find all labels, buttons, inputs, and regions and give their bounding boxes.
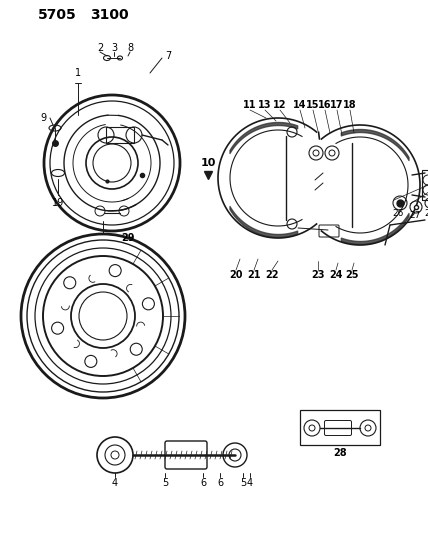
Text: 17: 17 — [330, 100, 344, 110]
Text: 5: 5 — [162, 478, 168, 488]
Bar — [106, 127, 134, 143]
Text: 4: 4 — [112, 478, 118, 488]
Text: 9: 9 — [40, 113, 46, 123]
Text: 3100: 3100 — [90, 8, 129, 22]
Text: 19: 19 — [52, 198, 64, 208]
Text: 21: 21 — [247, 270, 261, 280]
Text: 29: 29 — [121, 233, 135, 243]
Text: 6: 6 — [217, 478, 223, 488]
Text: 20: 20 — [229, 270, 243, 280]
Text: 10: 10 — [200, 158, 216, 168]
Text: 22: 22 — [265, 270, 279, 280]
Text: 13: 13 — [258, 100, 272, 110]
Text: 4: 4 — [247, 478, 253, 488]
Text: 12: 12 — [273, 100, 287, 110]
Text: 16: 16 — [318, 100, 332, 110]
Text: 15: 15 — [306, 100, 320, 110]
Bar — [422, 170, 428, 200]
Text: 6: 6 — [200, 478, 206, 488]
Text: 14: 14 — [293, 100, 307, 110]
Text: 3: 3 — [111, 43, 117, 53]
Text: 28: 28 — [333, 448, 347, 458]
Text: 7: 7 — [165, 51, 171, 61]
Text: 24: 24 — [329, 270, 343, 280]
Text: 5705: 5705 — [38, 8, 77, 22]
Text: 1: 1 — [75, 68, 81, 78]
Text: 11: 11 — [243, 100, 257, 110]
Text: 25: 25 — [345, 270, 359, 280]
Text: 8: 8 — [127, 43, 133, 53]
Text: 27: 27 — [409, 212, 421, 221]
Bar — [300, 410, 380, 445]
Text: 18: 18 — [343, 100, 357, 110]
Text: 23: 23 — [311, 270, 325, 280]
Text: 26: 26 — [392, 209, 404, 219]
Text: 26: 26 — [424, 209, 428, 219]
Text: 2: 2 — [97, 43, 103, 53]
Text: 5: 5 — [240, 478, 246, 488]
